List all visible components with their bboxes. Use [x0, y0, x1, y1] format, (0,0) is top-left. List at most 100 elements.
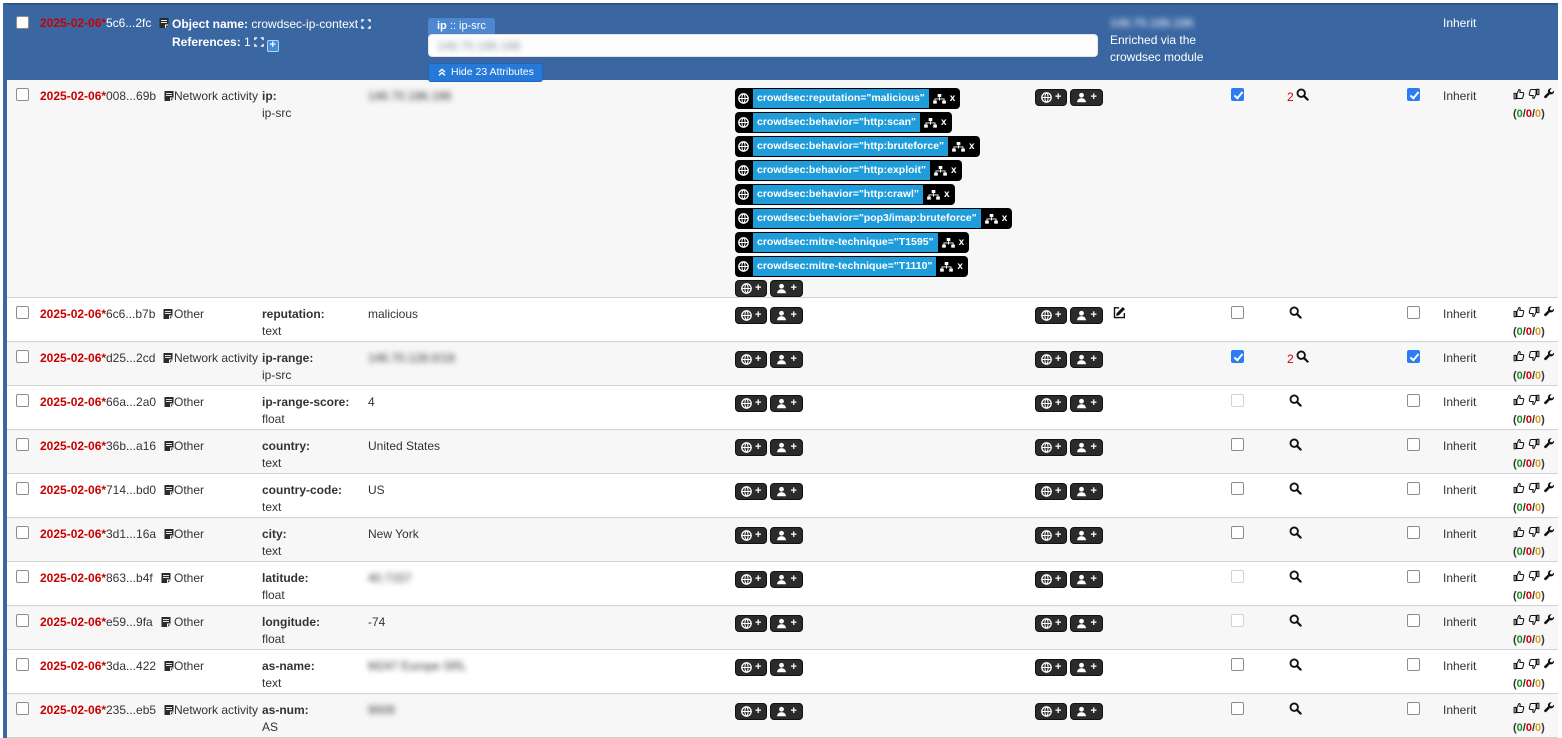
disable-correlation-checkbox[interactable] — [1407, 306, 1420, 319]
attribute-id[interactable]: 863...b4f — [106, 571, 153, 585]
expand-icon[interactable] — [361, 19, 371, 29]
attribute-value[interactable]: 4 — [368, 395, 375, 409]
search-correlations-icon[interactable] — [1289, 570, 1302, 588]
attribute-select-checkbox[interactable] — [16, 394, 29, 407]
add-local-tag-button[interactable]: + — [770, 703, 803, 720]
attribute-id[interactable]: 66a...2a0 — [106, 395, 157, 409]
add-global-tag-button[interactable]: + — [735, 527, 768, 544]
attribute-select-checkbox[interactable] — [16, 350, 29, 363]
tag[interactable]: crowdsec:mitre-technique="T1595" x — [735, 232, 970, 253]
add-global-galaxy-button[interactable]: + — [1035, 483, 1068, 500]
thumbs-up-icon[interactable] — [1513, 438, 1525, 455]
note-icon[interactable] — [163, 484, 175, 496]
thumbs-down-icon[interactable] — [1528, 306, 1540, 323]
add-local-galaxy-button[interactable]: + — [1070, 615, 1103, 632]
thumbs-up-icon[interactable] — [1513, 702, 1525, 719]
note-icon[interactable] — [163, 528, 175, 540]
search-correlations-icon[interactable] — [1289, 394, 1302, 412]
disable-correlation-checkbox[interactable] — [1407, 88, 1420, 101]
add-local-galaxy-button[interactable]: + — [1070, 703, 1103, 720]
thumbs-down-icon[interactable] — [1528, 438, 1540, 455]
ids-checkbox[interactable] — [1231, 526, 1244, 539]
tools-icon[interactable] — [1543, 88, 1555, 105]
thumbs-down-icon[interactable] — [1528, 88, 1540, 105]
add-local-tag-button[interactable]: + — [770, 615, 803, 632]
tag[interactable]: crowdsec:behavior="http:bruteforce" x — [735, 136, 980, 157]
thumbs-up-icon[interactable] — [1513, 658, 1525, 675]
search-correlations-icon[interactable] — [1289, 482, 1302, 500]
attribute-value[interactable]: 9009 — [368, 703, 395, 717]
tools-icon[interactable] — [1543, 482, 1555, 499]
tag-remove-button[interactable]: x — [957, 261, 963, 272]
ids-checkbox[interactable] — [1231, 306, 1244, 319]
add-local-tag-button[interactable]: + — [770, 527, 803, 544]
disable-correlation-checkbox[interactable] — [1407, 350, 1420, 363]
ids-checkbox[interactable] — [1231, 702, 1244, 715]
thumbs-down-icon[interactable] — [1528, 482, 1540, 499]
attribute-select-checkbox[interactable] — [16, 482, 29, 495]
tag-remove-button[interactable]: x — [969, 141, 975, 152]
add-local-galaxy-button[interactable]: + — [1070, 307, 1103, 324]
attribute-select-checkbox[interactable] — [16, 570, 29, 583]
disable-correlation-checkbox[interactable] — [1407, 702, 1420, 715]
add-local-tag-button[interactable]: + — [770, 483, 803, 500]
note-icon[interactable] — [163, 396, 175, 408]
disable-correlation-checkbox[interactable] — [1407, 394, 1420, 407]
tools-icon[interactable] — [1543, 306, 1555, 323]
search-correlations-icon[interactable] — [1296, 88, 1309, 106]
ids-checkbox[interactable] — [1231, 350, 1244, 363]
sitemap-icon[interactable] — [934, 161, 947, 180]
thumbs-down-icon[interactable] — [1528, 570, 1540, 587]
thumbs-up-icon[interactable] — [1513, 482, 1525, 499]
disable-correlation-checkbox[interactable] — [1407, 658, 1420, 671]
add-local-galaxy-button[interactable]: + — [1070, 527, 1103, 544]
ids-checkbox[interactable] — [1231, 482, 1244, 495]
ids-checkbox[interactable] — [1231, 438, 1244, 451]
attribute-id[interactable]: 008...69b — [106, 89, 157, 103]
add-global-tag-button[interactable]: + — [735, 571, 768, 588]
edit-comment-icon[interactable] — [1113, 307, 1126, 322]
note-icon[interactable] — [163, 440, 175, 452]
tag-remove-button[interactable]: x — [950, 165, 957, 176]
thumbs-up-icon[interactable] — [1513, 614, 1525, 631]
add-local-tag-button[interactable]: + — [770, 351, 803, 368]
add-local-galaxy-button[interactable]: + — [1070, 571, 1103, 588]
tag-remove-button[interactable]: x — [1001, 213, 1008, 224]
ids-checkbox[interactable] — [1231, 614, 1244, 627]
add-global-tag-button[interactable]: + — [735, 703, 768, 720]
tag-remove-button[interactable]: x — [958, 237, 965, 248]
search-correlations-icon[interactable] — [1289, 614, 1302, 632]
add-global-galaxy-button[interactable]: + — [1035, 307, 1068, 324]
add-local-galaxy-button[interactable]: + — [1070, 439, 1103, 456]
thumbs-up-icon[interactable] — [1513, 350, 1525, 367]
attribute-id[interactable]: 714...bd0 — [106, 483, 157, 497]
attribute-value[interactable]: 40.7157 — [368, 571, 412, 585]
sitemap-icon[interactable] — [941, 233, 955, 252]
thumbs-up-icon[interactable] — [1513, 570, 1525, 587]
object-id[interactable]: 5c6...2fc — [106, 16, 170, 30]
add-local-galaxy-button[interactable]: + — [1070, 483, 1103, 500]
add-global-tag-button[interactable]: + — [735, 395, 768, 412]
search-correlations-icon[interactable] — [1289, 306, 1302, 324]
add-local-tag-button[interactable]: + — [770, 280, 803, 297]
add-global-tag-button[interactable]: + — [735, 280, 768, 297]
add-local-galaxy-button[interactable]: + — [1070, 351, 1103, 368]
add-global-tag-button[interactable]: + — [735, 615, 768, 632]
add-local-galaxy-button[interactable]: + — [1070, 89, 1103, 106]
tag[interactable]: crowdsec:behavior="http:scan" x — [735, 112, 952, 133]
add-local-galaxy-button[interactable]: + — [1070, 659, 1103, 676]
add-global-galaxy-button[interactable]: + — [1035, 703, 1068, 720]
sitemap-icon[interactable] — [932, 89, 946, 108]
attribute-value[interactable]: -74 — [368, 615, 386, 629]
attribute-value[interactable]: New York — [368, 527, 419, 541]
add-local-galaxy-button[interactable]: + — [1070, 395, 1103, 412]
add-global-tag-button[interactable]: + — [735, 439, 768, 456]
ids-checkbox[interactable] — [1231, 88, 1244, 101]
attribute-id[interactable]: 3da...422 — [106, 659, 157, 673]
add-global-tag-button[interactable]: + — [735, 307, 768, 324]
disable-correlation-checkbox[interactable] — [1407, 570, 1420, 583]
add-local-tag-button[interactable]: + — [770, 659, 803, 676]
thumbs-down-icon[interactable] — [1528, 526, 1540, 543]
ids-checkbox[interactable] — [1231, 658, 1244, 671]
thumbs-down-icon[interactable] — [1528, 658, 1540, 675]
